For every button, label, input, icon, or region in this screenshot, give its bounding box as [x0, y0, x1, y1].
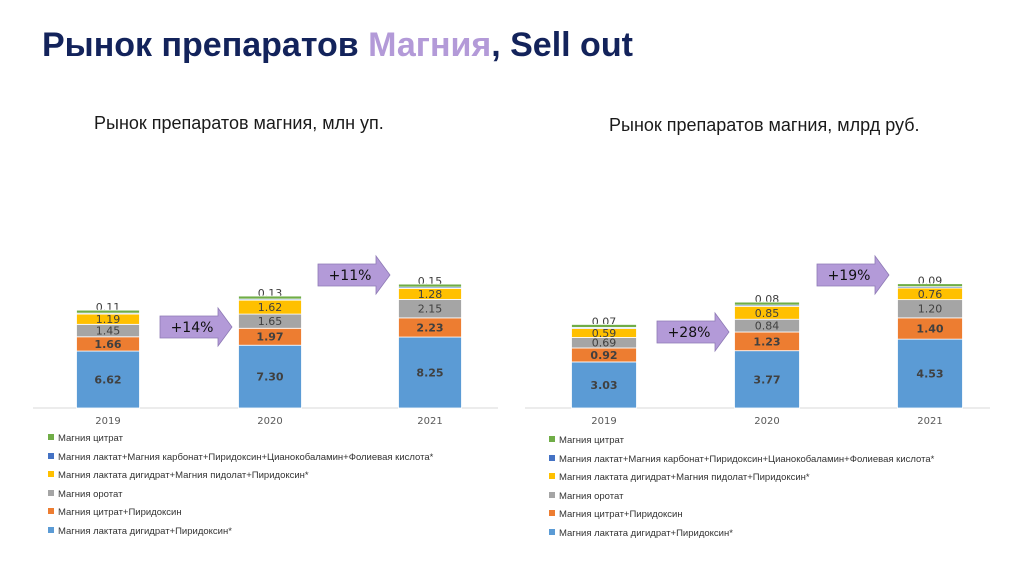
- legend-item: Магния лактата дигидрат+Пиридоксин*: [549, 525, 934, 544]
- data-label: 0.84: [755, 320, 780, 333]
- legend-swatch: [549, 473, 555, 479]
- bar-segment: [398, 336, 462, 409]
- data-label: 1.19: [96, 313, 121, 326]
- data-label: 1.28: [418, 288, 443, 301]
- growth-label: +19%: [828, 268, 871, 284]
- x-tick-label: 2021: [917, 416, 942, 427]
- data-label: 2.15: [418, 303, 443, 316]
- page-title-accent: Магния: [368, 26, 492, 64]
- legend-swatch: [549, 528, 555, 535]
- legend-swatch: [549, 436, 555, 442]
- legend-item: Магния лактат+Магния карбонат+Пиридоксин…: [48, 449, 433, 468]
- bar-segment: [571, 361, 637, 409]
- x-tick-label: 2020: [257, 416, 282, 427]
- data-label: 0.69: [592, 337, 617, 350]
- x-tick-label: 2020: [754, 416, 779, 427]
- legend-item: Магния цитрат+Пиридоксин: [549, 506, 934, 525]
- legend-swatch: [48, 526, 54, 533]
- legend-label: Магния лактата дигидрат+Пиридоксин*: [58, 525, 232, 537]
- legend-rubles: Магния цитрат Магния лактат+Магния карбон…: [549, 432, 934, 543]
- data-label: 1.20: [918, 303, 943, 316]
- data-label: 4.53: [916, 368, 943, 381]
- page-title: Рынок препаратов Магния, Sell out: [42, 26, 633, 65]
- growth-arrow: [317, 254, 391, 296]
- growth-arrow: [816, 254, 890, 296]
- data-label: 7.30: [256, 371, 283, 384]
- legend-item: Магния оротат: [549, 488, 934, 507]
- legend-swatch: [48, 434, 54, 440]
- bar-segment: [76, 309, 140, 314]
- data-label: 1.65: [258, 315, 283, 328]
- data-label: 0.92: [590, 349, 617, 362]
- data-label: 1.66: [94, 338, 121, 351]
- legend-label: Магния лактат+Магния карбонат+Пиридоксин…: [58, 451, 434, 463]
- legend-label: Магния лактата дигидрат+Пиридоксин*: [559, 527, 733, 539]
- growth-label: +14%: [171, 320, 214, 336]
- legend-label: Магния лактат+Магния карбонат+Пиридоксин…: [559, 453, 935, 465]
- legend-swatch: [549, 491, 555, 498]
- legend-label: Магния цитрат: [58, 433, 123, 444]
- legend-label: Магния цитрат: [559, 435, 624, 446]
- legend-item: Магния лактата дигидрат+Пиридоксин*: [48, 523, 433, 542]
- growth-arrow: [656, 311, 730, 353]
- legend-item: Магния лактата дигидрат+Магния пидолат+П…: [48, 467, 433, 486]
- legend-label: Магния цитрат+Пиридоксин: [58, 507, 182, 518]
- data-label: 0.59: [592, 327, 617, 340]
- bar-segment: [734, 301, 800, 306]
- bar-segment: [238, 295, 302, 300]
- legend-item: Магния цитрат: [549, 432, 934, 451]
- legend-item: Магния лактат+Магния карбонат+Пиридоксин…: [549, 451, 934, 470]
- bar-segment: [571, 324, 637, 328]
- legend-item: Магния лактата дигидрат+Магния пидолат+П…: [549, 469, 934, 488]
- legend-label: Магния лактата дигидрат+Магния пидолат+П…: [559, 472, 810, 483]
- page-title-main: Рынок препаратов: [42, 26, 369, 64]
- data-label: 3.03: [590, 379, 617, 392]
- data-label: 1.45: [96, 325, 121, 338]
- legend-swatch: [549, 510, 555, 516]
- data-label: 1.23: [753, 335, 780, 348]
- bar-segment: [734, 350, 800, 409]
- legend-label: Магния оротат: [58, 488, 123, 500]
- data-label: 6.62: [94, 374, 121, 387]
- legend-swatch: [48, 489, 54, 496]
- growth-arrow: [159, 306, 233, 348]
- data-label: 2.23: [416, 321, 443, 334]
- legend-label: Магния лактата дигидрат+Магния пидолат+П…: [58, 470, 309, 481]
- legend-item: Магния оротат: [48, 486, 433, 505]
- chart-rubles: 3.030.920.690.590.0720193.771.230.840.85…: [525, 254, 990, 427]
- chart-title-units: Рынок препаратов магния, млн уп.: [94, 113, 384, 133]
- legend-swatch: [48, 471, 54, 477]
- bar-segment: [398, 283, 462, 288]
- bar-segment: [897, 338, 963, 409]
- x-tick-label: 2019: [95, 416, 120, 427]
- bar-segment: [76, 350, 140, 409]
- chart-units: 6.621.661.451.190.1120197.301.971.651.62…: [33, 254, 498, 427]
- data-label: 8.25: [416, 367, 443, 380]
- chart-title-rubles: Рынок препаратов магния, млрд руб.: [609, 115, 920, 135]
- data-label: 0.76: [918, 288, 943, 301]
- legend-swatch: [48, 508, 54, 514]
- legend-label: Магния цитрат+Пиридоксин: [559, 509, 683, 520]
- legend-swatch: [549, 454, 555, 461]
- legend-units: Магния цитрат Магния лактат+Магния карбон…: [48, 430, 433, 541]
- growth-label: +28%: [668, 325, 711, 341]
- x-tick-label: 2021: [417, 416, 442, 427]
- data-label: 1.40: [916, 323, 943, 336]
- data-label: 1.62: [258, 301, 283, 314]
- growth-label: +11%: [329, 268, 372, 284]
- data-label: 3.77: [753, 373, 780, 386]
- legend-swatch: [48, 452, 54, 459]
- data-label: 1.97: [256, 331, 283, 344]
- data-label: 0.85: [755, 307, 780, 320]
- x-tick-label: 2019: [591, 416, 616, 427]
- legend-item: Магния цитрат: [48, 430, 433, 449]
- legend-label: Магния оротат: [559, 490, 624, 502]
- bar-segment: [897, 283, 963, 288]
- legend-item: Магния цитрат+Пиридоксин: [48, 504, 433, 523]
- page-title-suffix: , Sell out: [491, 26, 633, 64]
